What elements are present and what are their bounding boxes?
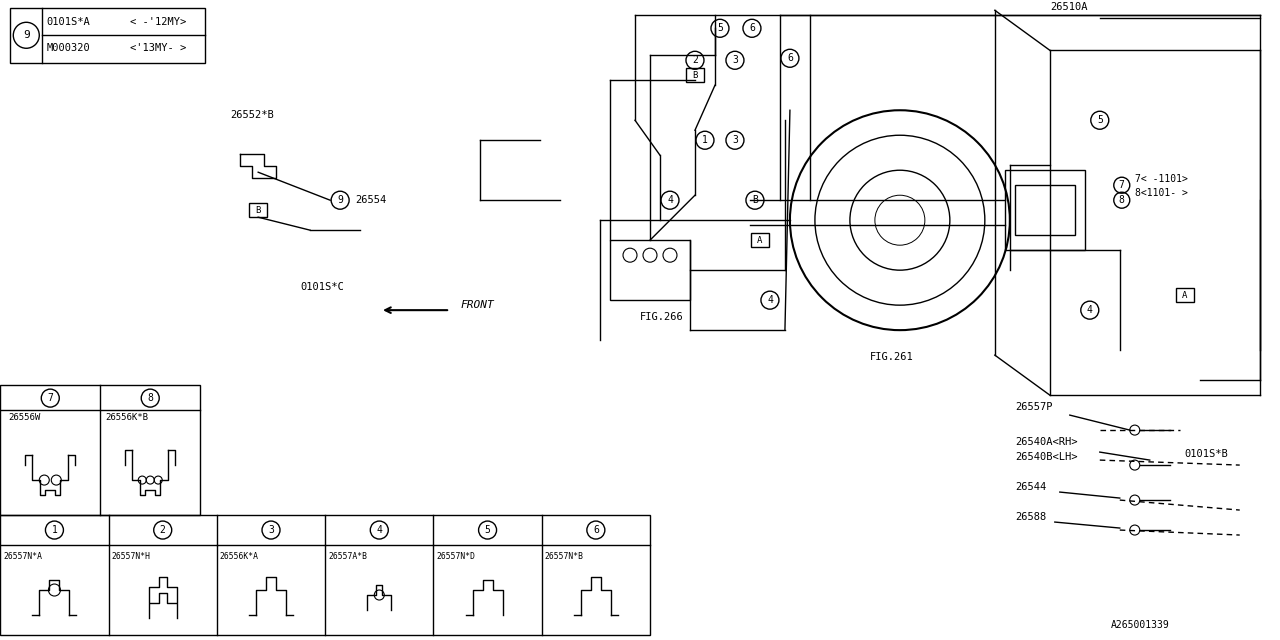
Text: <'13MY- >: <'13MY- > (131, 44, 187, 53)
Text: A: A (1181, 291, 1188, 300)
Text: 2: 2 (160, 525, 165, 535)
Text: 7: 7 (1119, 180, 1125, 190)
Text: 5: 5 (485, 525, 490, 535)
Text: 7: 7 (47, 393, 54, 403)
Text: 8<1101- >: 8<1101- > (1135, 188, 1188, 198)
Text: 9: 9 (23, 30, 29, 40)
Bar (1005, 170, 1084, 250)
Text: 8: 8 (1119, 195, 1125, 205)
Text: 3: 3 (268, 525, 274, 535)
Text: FIG.261: FIG.261 (870, 352, 914, 362)
Text: 26588: 26588 (1015, 512, 1046, 522)
Text: 9: 9 (337, 195, 343, 205)
Text: 26556W: 26556W (8, 413, 41, 422)
Text: 26554: 26554 (355, 195, 387, 205)
Text: 26557N*B: 26557N*B (545, 552, 584, 561)
Text: 26557P: 26557P (1015, 402, 1052, 412)
Text: 4: 4 (667, 195, 673, 205)
Text: 8: 8 (147, 393, 154, 403)
Text: 1: 1 (51, 525, 58, 535)
Bar (751, 233, 769, 247)
Text: 0101S*A: 0101S*A (46, 17, 90, 28)
Text: 6: 6 (593, 525, 599, 535)
Text: 26556K*B: 26556K*B (105, 413, 148, 422)
Bar (0, 385, 200, 515)
Bar (250, 204, 268, 217)
Bar (686, 68, 704, 83)
Text: 1: 1 (701, 135, 708, 145)
Bar (0, 515, 650, 635)
Text: 26557N*D: 26557N*D (436, 552, 475, 561)
Text: 4: 4 (767, 295, 773, 305)
Text: 4: 4 (376, 525, 383, 535)
Text: B: B (692, 71, 698, 80)
Text: 2: 2 (692, 55, 698, 65)
Text: 6: 6 (787, 53, 792, 63)
Text: 0101S*C: 0101S*C (300, 282, 344, 292)
Text: 4: 4 (1087, 305, 1093, 315)
Text: < -'12MY>: < -'12MY> (131, 17, 187, 28)
Text: A: A (758, 236, 763, 244)
Text: 3: 3 (732, 55, 737, 65)
Bar (10, 8, 205, 63)
Text: 26557A*B: 26557A*B (328, 552, 367, 561)
Text: B: B (753, 195, 758, 205)
Text: 26510A: 26510A (1050, 3, 1087, 12)
Text: FIG.266: FIG.266 (640, 312, 684, 322)
Text: 7< -1101>: 7< -1101> (1135, 174, 1188, 184)
Text: B: B (256, 205, 261, 214)
Text: 26552*B: 26552*B (230, 110, 274, 120)
Text: A265001339: A265001339 (1111, 620, 1170, 630)
Text: 26557N*A: 26557N*A (4, 552, 42, 561)
Text: 26544: 26544 (1015, 482, 1046, 492)
Text: 5: 5 (1097, 115, 1103, 125)
Text: 0101S*B: 0101S*B (1185, 449, 1229, 459)
Text: 5: 5 (717, 23, 723, 33)
Bar (1015, 185, 1075, 235)
Text: 6: 6 (749, 23, 755, 33)
Text: 26556K*A: 26556K*A (220, 552, 259, 561)
Text: 3: 3 (732, 135, 737, 145)
Bar (1176, 288, 1194, 302)
Text: 26540A<RH>: 26540A<RH> (1015, 437, 1078, 447)
Text: M000320: M000320 (46, 44, 90, 53)
Text: FRONT: FRONT (460, 300, 494, 310)
Text: 26557N*H: 26557N*H (111, 552, 151, 561)
Text: 26540B<LH>: 26540B<LH> (1015, 452, 1078, 462)
Bar (611, 240, 690, 300)
